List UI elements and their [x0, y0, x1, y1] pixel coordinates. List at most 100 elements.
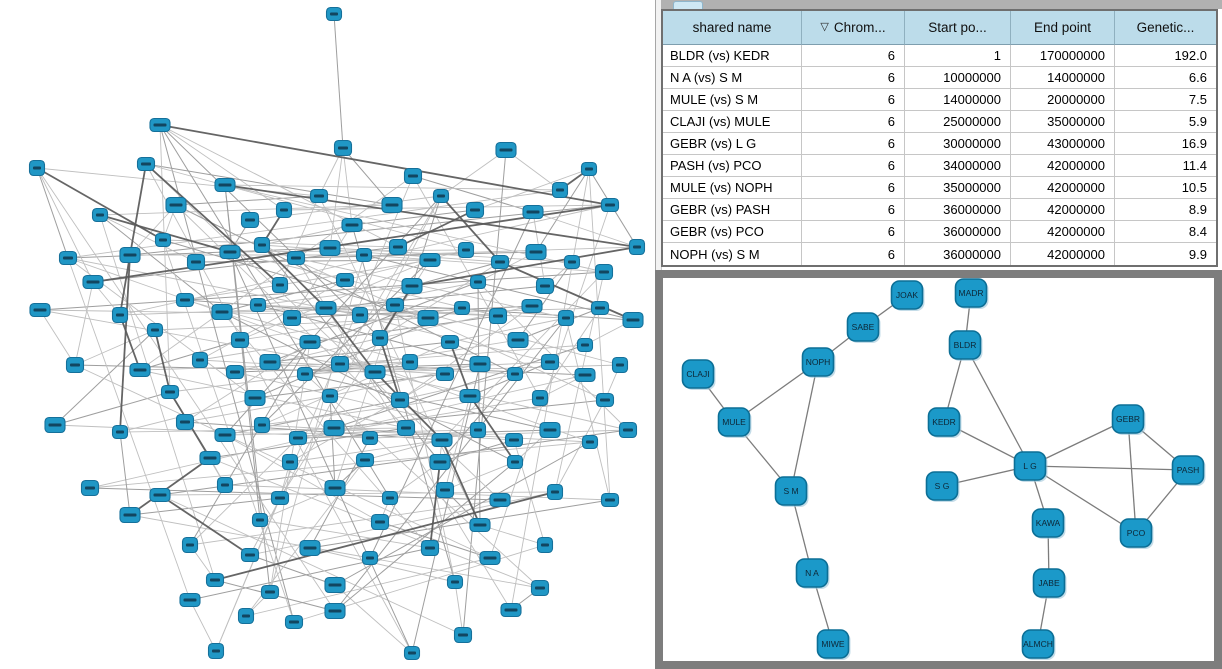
table-cell[interactable]: 6	[802, 133, 905, 154]
table-cell[interactable]: GEBR (vs) PASH	[663, 199, 802, 220]
table-cell[interactable]: 8.9	[1188, 202, 1207, 217]
table-cell[interactable]: 30000000	[905, 133, 1011, 154]
network-node-bldr[interactable]	[948, 330, 982, 360]
column-header-genetic[interactable]: Genetic...	[1115, 11, 1216, 45]
table-row[interactable]: MULE (vs) NOPH 6 35000000 42000000 10.5	[663, 177, 1216, 199]
network-node-n-a[interactable]	[795, 558, 829, 588]
table-cell[interactable]: 34000000	[905, 155, 1011, 176]
table-cell[interactable]: 36000000	[905, 221, 1011, 242]
table-cell[interactable]: MULE (vs) S M	[663, 89, 802, 110]
table-cell[interactable]: CLAJI (vs) MULE	[663, 111, 802, 132]
table-row[interactable]: CLAJI (vs) MULE 6 25000000 35000000 5.9	[663, 111, 1216, 133]
table-cell[interactable]: GEBR (vs) L G	[663, 133, 802, 154]
table-cell[interactable]: MULE (vs) NOPH	[663, 177, 802, 198]
network-node-label: SABE	[852, 322, 875, 332]
network-node-almch[interactable]	[1021, 629, 1055, 659]
table-row[interactable]: NOPH (vs) S M 6 36000000 42000000 9.9	[663, 243, 1216, 265]
network-node-pco[interactable]	[1119, 518, 1153, 548]
network-node-pash[interactable]	[1171, 455, 1205, 485]
network-node-claji[interactable]	[681, 359, 715, 389]
table-row[interactable]: GEBR (vs) PASH 6 36000000 42000000 8.9	[663, 199, 1216, 221]
table-row[interactable]: N A (vs) S M 6 10000000 14000000 6.6	[663, 67, 1216, 89]
table-cell[interactable]: 6	[802, 45, 905, 66]
table-cell[interactable]: 11.4	[1182, 158, 1207, 173]
network-edge	[36, 167, 69, 259]
network-edge	[333, 13, 344, 149]
table-cell[interactable]: 6	[802, 243, 905, 265]
column-header-shared-name[interactable]: shared name	[663, 11, 802, 45]
table-row[interactable]: PASH (vs) PCO 6 34000000 42000000 11.4	[663, 155, 1216, 177]
table-cell[interactable]: 36000000	[905, 199, 1011, 220]
table-cell[interactable]: 8.4	[1188, 224, 1207, 239]
network-node-label	[581, 343, 589, 347]
detail-network-panel[interactable]: JOAK MADR SABE BLDR NOPH CLAJI MULE KEDR GEBR L G…	[655, 270, 1222, 669]
table-cell[interactable]: 6	[802, 221, 905, 242]
network-node-gebr[interactable]	[1111, 404, 1145, 434]
table-cell[interactable]: 36000000	[905, 243, 1011, 265]
table-cell[interactable]: 6	[802, 111, 905, 132]
column-header-end-point[interactable]: End point	[1011, 11, 1115, 45]
column-header-start-point[interactable]: Start po...	[905, 11, 1011, 45]
network-node-label: N A	[805, 568, 819, 578]
table-cell[interactable]: 35000000	[1011, 111, 1115, 132]
table-cell[interactable]: BLDR (vs) KEDR	[663, 45, 802, 66]
network-node-label	[493, 314, 503, 318]
table-cell[interactable]: 9.9	[1188, 246, 1207, 262]
table-cell[interactable]: 1	[905, 45, 1011, 66]
tab-fragment[interactable]	[673, 1, 703, 9]
table-cell[interactable]: 14000000	[905, 89, 1011, 110]
network-node-kawa[interactable]	[1031, 508, 1065, 538]
table-cell[interactable]: 35000000	[905, 177, 1011, 198]
network-node-madr[interactable]	[954, 278, 988, 308]
network-node-label	[153, 123, 167, 127]
table-cell[interactable]: 192.0	[1174, 48, 1207, 63]
table-row[interactable]: GEBR (vs) PCO 6 36000000 42000000 8.4	[663, 221, 1216, 243]
network-node-kedr[interactable]	[927, 407, 961, 437]
table-cell[interactable]: 42000000	[1011, 177, 1115, 198]
table-cell[interactable]: 42000000	[1011, 243, 1115, 265]
table-cell[interactable]: 14000000	[1011, 67, 1115, 88]
table-cell[interactable]: 6.6	[1188, 70, 1207, 85]
network-node-l-g[interactable]	[1013, 451, 1047, 481]
table-cell[interactable]: 7.5	[1188, 92, 1207, 107]
table-cell[interactable]: 5.9	[1188, 114, 1207, 129]
table-cell[interactable]: GEBR (vs) PCO	[663, 221, 802, 242]
network-node-miwe[interactable]	[816, 629, 850, 659]
table-cell[interactable]: 10.5	[1181, 180, 1207, 195]
table-cell[interactable]: 6	[802, 67, 905, 88]
network-node-noph[interactable]	[801, 347, 835, 377]
table-cell[interactable]: 42000000	[1011, 199, 1115, 220]
network-node-label	[338, 146, 348, 150]
table-cell[interactable]: 6	[802, 177, 905, 198]
table-row[interactable]: BLDR (vs) KEDR 6 1 170000000 192.0	[663, 45, 1216, 67]
network-node-s-m[interactable]	[774, 476, 808, 506]
network-edge	[334, 461, 516, 612]
table-cell[interactable]: 42000000	[1011, 221, 1115, 242]
table-cell[interactable]: 20000000	[1011, 89, 1115, 110]
table-row[interactable]: MULE (vs) S M 6 14000000 20000000 7.5	[663, 89, 1216, 111]
network-node-label	[153, 493, 167, 497]
table-cell[interactable]: NOPH (vs) S M	[663, 243, 802, 265]
network-node-mule[interactable]	[717, 407, 751, 437]
table-cell[interactable]: N A (vs) S M	[663, 67, 802, 88]
table-cell[interactable]: 6	[802, 155, 905, 176]
table-cell[interactable]: 6	[802, 199, 905, 220]
network-node-jabe[interactable]	[1032, 568, 1066, 598]
table-cell[interactable]: 170000000	[1011, 45, 1115, 66]
table-cell[interactable]: 6	[802, 89, 905, 110]
network-node-s-g[interactable]	[925, 471, 959, 501]
table-cell[interactable]: 43000000	[1011, 133, 1115, 154]
table-cell[interactable]: 25000000	[905, 111, 1011, 132]
table-row[interactable]: GEBR (vs) L G 6 30000000 43000000 16.9	[663, 133, 1216, 155]
detail-network-canvas[interactable]: JOAK MADR SABE BLDR NOPH CLAJI MULE KEDR GEBR L G…	[663, 278, 1214, 661]
table-cell[interactable]: PASH (vs) PCO	[663, 155, 802, 176]
filter-icon[interactable]: ▽	[820, 21, 829, 33]
overview-network-panel[interactable]	[0, 0, 655, 669]
table-cell[interactable]: 10000000	[905, 67, 1011, 88]
network-node-sabe[interactable]	[846, 312, 880, 342]
network-node-joak[interactable]	[890, 280, 924, 310]
overview-network-canvas[interactable]	[0, 0, 655, 669]
table-cell[interactable]: 42000000	[1011, 155, 1115, 176]
table-cell[interactable]: 16.9	[1181, 136, 1207, 151]
column-header-chromosome[interactable]: ▽ Chrom...	[802, 11, 905, 45]
